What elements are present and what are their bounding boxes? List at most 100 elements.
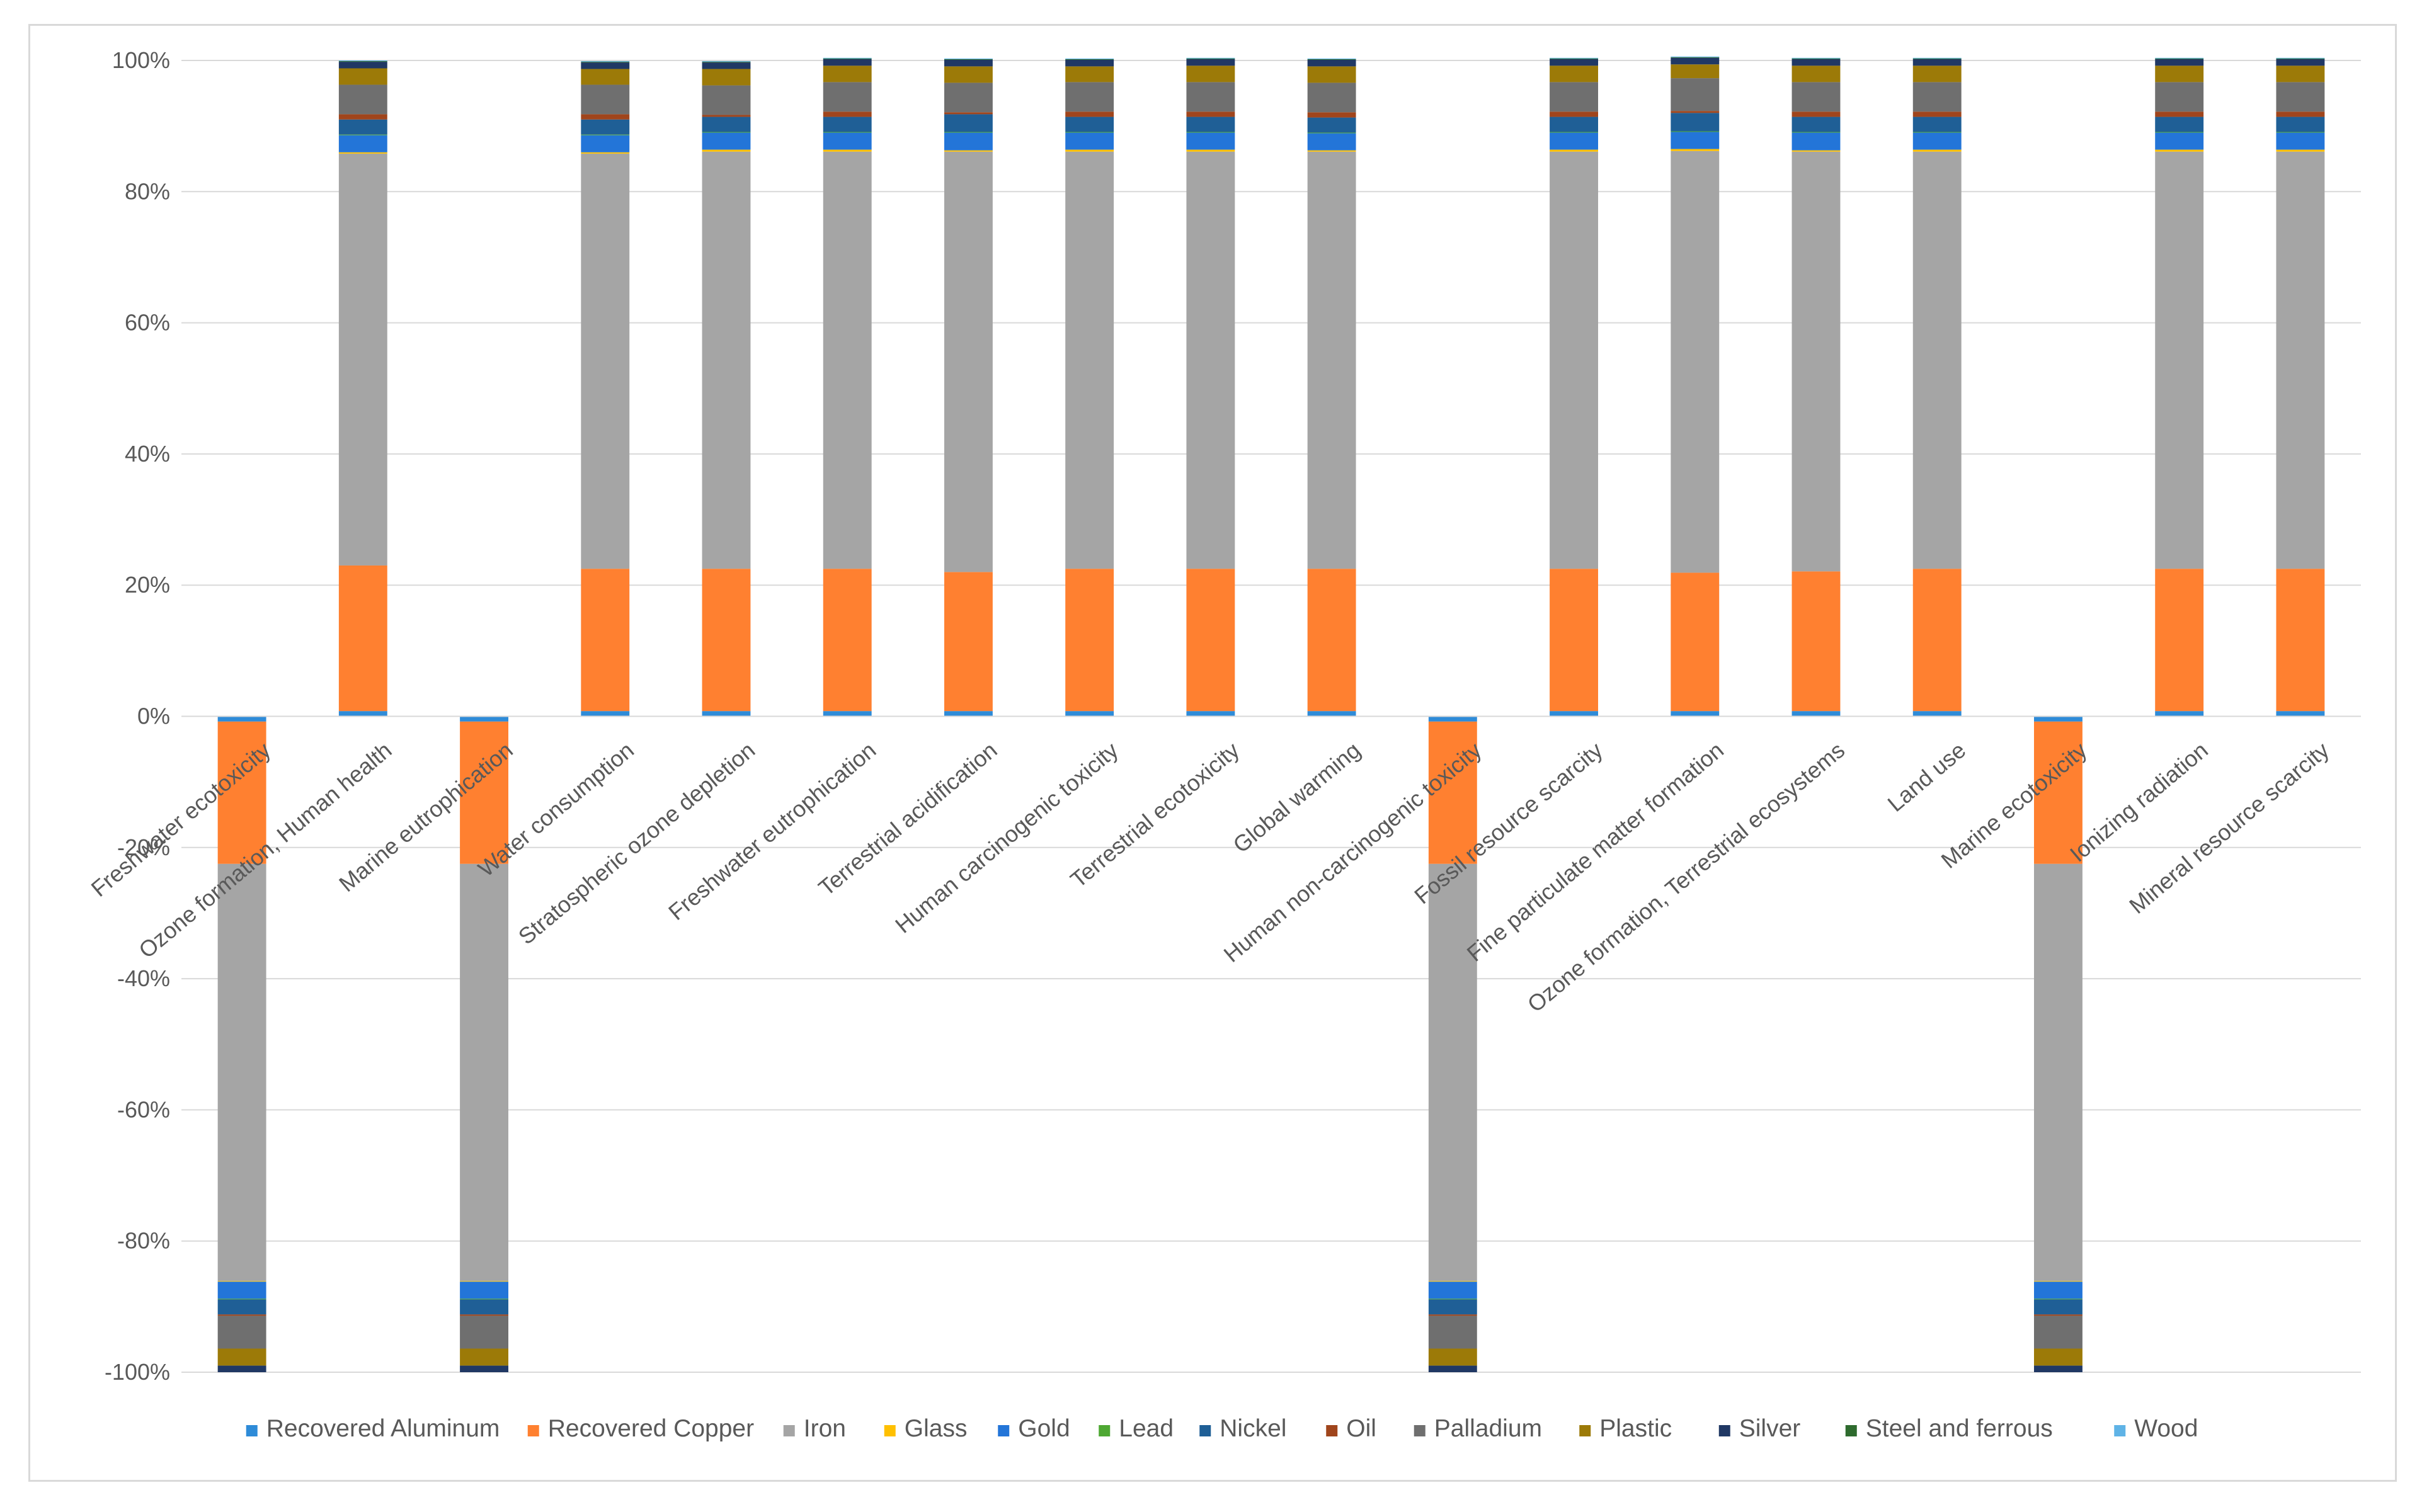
bar-segment-glass	[2034, 1281, 2083, 1282]
y-tick-label: -80%	[117, 1228, 170, 1254]
bar-segment-wood	[702, 61, 751, 62]
bar-segment-recovered-copper	[217, 721, 266, 864]
legend-swatch	[884, 1425, 896, 1436]
bar-segment-recovered-copper	[1912, 569, 1962, 712]
bar-segment-recovered-aluminum	[217, 716, 266, 722]
bar-segment-palladium	[217, 1316, 266, 1349]
y-tick-label: 20%	[125, 572, 170, 598]
bar-segment-nickel	[1791, 117, 1841, 132]
bar-segment-gold	[2155, 132, 2204, 150]
bar-segment-plastic	[702, 69, 751, 86]
bar-segment-nickel	[1186, 117, 1235, 132]
legend-swatch	[246, 1425, 258, 1436]
bar-segment-lead	[1671, 131, 1720, 132]
bar-segment-nickel	[702, 117, 751, 132]
legend-swatch	[1718, 1425, 1730, 1436]
bar-segment-nickel	[338, 119, 387, 135]
bar-segment-recovered-aluminum	[1186, 711, 1235, 717]
y-axis-tick-labels: 100% 80% 60% 40% 20% 0% -20% -40% -60% -80% -100%	[105, 47, 170, 1385]
legend-swatch	[1199, 1425, 1211, 1436]
bar-segment-steel-and-ferrous	[944, 59, 993, 60]
legend-label: Lead	[1119, 1415, 1174, 1442]
bar-segment-iron	[1671, 151, 1720, 573]
bar-segment-wood	[1550, 57, 1598, 59]
bar-segment-glass	[702, 149, 751, 152]
bar-segment-gold	[1912, 132, 1962, 150]
bar-segment-silver	[702, 62, 751, 69]
bar-segment-silver	[2155, 59, 2204, 66]
bar-segment-gold	[1671, 132, 1720, 149]
bar-segment-nickel	[1550, 117, 1598, 132]
bar-segment-silver	[1186, 59, 1235, 66]
bar-segment-plastic	[1307, 66, 1356, 83]
bar-segment-recovered-copper	[1550, 569, 1598, 712]
bar-segment-glass	[2276, 149, 2325, 152]
bar-segment-iron	[823, 151, 872, 569]
bar-segment-plastic	[1065, 66, 1114, 82]
bar-segment-glass	[1065, 149, 1114, 152]
bar-segment-palladium	[702, 85, 751, 115]
bar-segment-recovered-copper	[2155, 569, 2204, 712]
bar-segment-gold	[1307, 133, 1356, 151]
bar-segment-oil	[2034, 1314, 2083, 1316]
bar-segment-recovered-copper	[2034, 721, 2083, 864]
bar-segment-silver	[1550, 59, 1598, 66]
legend-label: Nickel	[1220, 1415, 1286, 1442]
bar-segment-oil	[1671, 111, 1720, 113]
bar-segment-glass	[338, 152, 387, 154]
bar-segment-wood	[1186, 57, 1235, 59]
bar-segment-silver	[1671, 57, 1720, 65]
bar-segment-oil	[1791, 111, 1841, 117]
bar-segment-nickel	[1912, 117, 1962, 132]
bar-segment-nickel	[1065, 117, 1114, 132]
bar-segment-lead	[1550, 132, 1598, 133]
bar-segment-palladium	[2034, 1316, 2083, 1349]
bar-segment-palladium	[581, 84, 630, 115]
bar-segment-plastic	[217, 1348, 266, 1366]
legend-label: Wood	[2134, 1415, 2198, 1442]
bar-segment-oil	[1428, 1314, 1477, 1316]
y-tick-label: -100%	[105, 1359, 170, 1385]
bar-segment-oil	[460, 1314, 508, 1316]
bar-segment-gold	[2034, 1282, 2083, 1299]
bar-segment-glass	[944, 150, 993, 152]
legend-label: Oil	[1346, 1415, 1376, 1442]
bar-segment-recovered-aluminum	[338, 711, 387, 717]
legend-swatch	[1845, 1425, 1857, 1436]
bar-segment-lead	[1307, 132, 1356, 134]
bar-segment-steel-and-ferrous	[1307, 59, 1356, 60]
bar-segment-palladium	[2155, 82, 2204, 112]
y-tick-label: 40%	[125, 441, 170, 467]
bar-segment-oil	[1065, 111, 1114, 117]
bar-segment-recovered-aluminum	[1065, 711, 1114, 717]
bar-segment-nickel	[1307, 117, 1356, 133]
bar-segment-lead	[1791, 132, 1841, 133]
bar-segment-oil	[2155, 111, 2204, 117]
bar-segment-lead	[944, 132, 993, 133]
y-tick-label: -40%	[117, 965, 170, 991]
bar-segment-palladium	[1791, 82, 1841, 112]
bar-segment-nickel	[460, 1299, 508, 1315]
bar-segment-iron	[1428, 863, 1477, 1282]
bar-segment-silver	[823, 59, 872, 66]
bars	[217, 56, 2325, 1372]
legend-swatch	[1579, 1425, 1591, 1436]
bar-segment-plastic	[1791, 65, 1841, 82]
legend: Recovered Aluminum Recovered Copper Iron Gl…	[246, 1415, 2198, 1442]
bar-segment-recovered-aluminum	[2276, 711, 2325, 717]
bar-segment-lead	[1065, 132, 1114, 133]
bar-segment-nickel	[2155, 117, 2204, 132]
bar-segment-iron	[1791, 151, 1841, 572]
bar-segment-silver	[1065, 59, 1114, 67]
bar-segment-iron	[944, 151, 993, 572]
bar-segment-iron	[2276, 151, 2325, 569]
bar-segment-silver	[1912, 59, 1962, 66]
bar-segment-glass	[1671, 149, 1720, 151]
category-label: Freshwater eutrophication	[663, 737, 881, 925]
bar-segment-palladium	[823, 82, 872, 112]
bar-segment-plastic	[460, 1348, 508, 1366]
bar-segment-wood	[1912, 57, 1962, 59]
legend-label: Glass	[905, 1415, 968, 1442]
bar-segment-nickel	[2034, 1299, 2083, 1315]
bar-segment-plastic	[1671, 64, 1720, 79]
